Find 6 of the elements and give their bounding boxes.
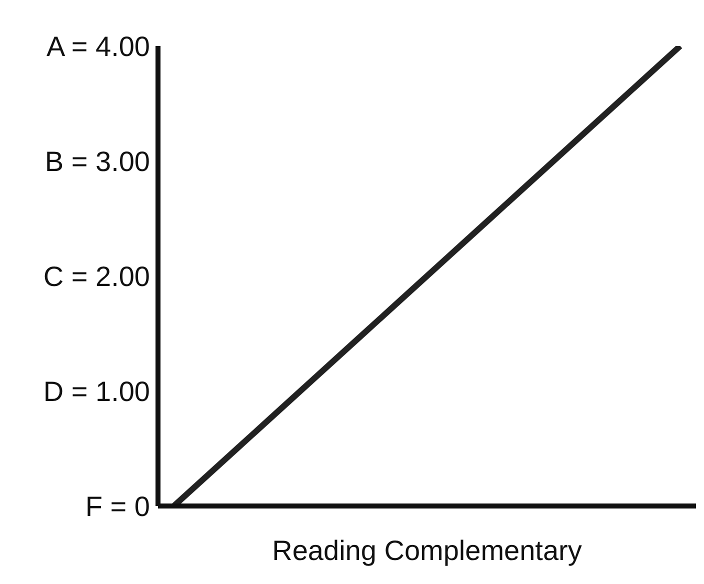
y-tick-label: A = 4.00 [46, 30, 150, 62]
y-tick-label: F = 0 [85, 490, 150, 522]
y-tick-label: C = 2.00 [43, 260, 150, 292]
x-axis-title: Reading Complementary [272, 535, 582, 566]
y-tick-label: B = 3.00 [44, 146, 150, 177]
y-tick-label: D = 1.00 [43, 376, 150, 407]
